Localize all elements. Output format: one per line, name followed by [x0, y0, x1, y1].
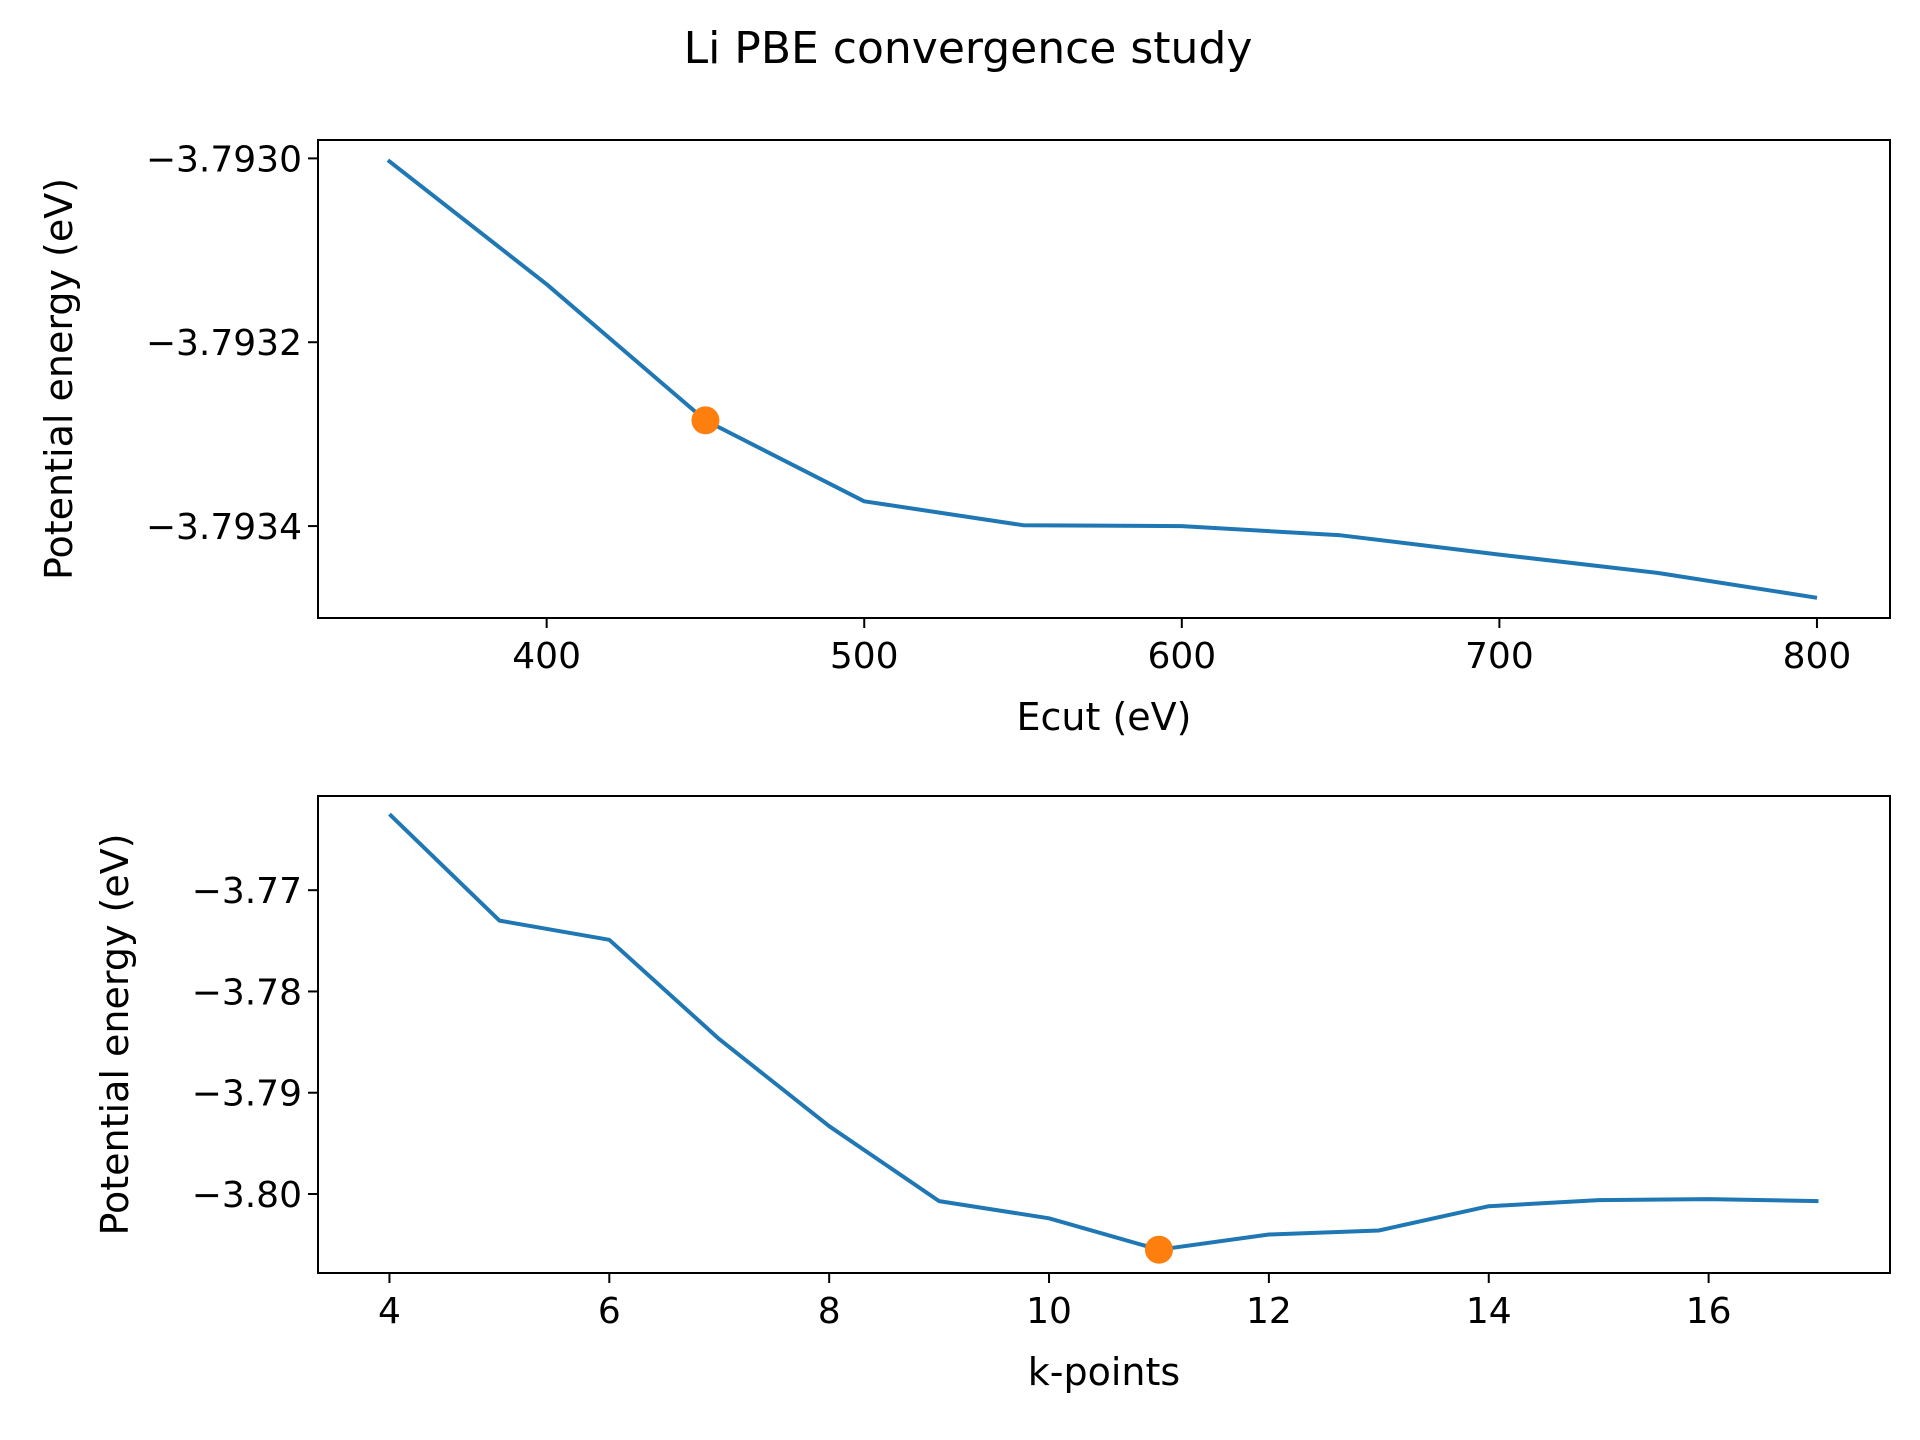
x-tick-label: 700 [1465, 636, 1534, 677]
x-tick-label: 400 [512, 636, 581, 677]
x-tick-label: 10 [1026, 1291, 1072, 1332]
subplot-1: 400 500 600 700 800 −3.7930 −3.7932 −3.7934 Ecut… [37, 139, 1891, 739]
x-tick-label: 12 [1246, 1291, 1292, 1332]
y-tick-label: −3.78 [192, 972, 302, 1013]
x-tick-label: 500 [830, 636, 899, 677]
series-line [386, 158, 1818, 600]
y-tick-label: −3.7932 [146, 323, 302, 364]
x-tick-label: 14 [1466, 1291, 1512, 1332]
subplots: 400 500 600 700 800 −3.7930 −3.7932 −3.7934 Ecut… [37, 139, 1891, 1394]
x-axis-label: Ecut (eV) [1017, 695, 1192, 739]
axes-frame [317, 795, 1891, 1274]
highlight-point [691, 406, 720, 435]
figure-title: Li PBE convergence study [684, 23, 1253, 74]
y-tick-label: −3.80 [192, 1175, 302, 1216]
y-axis-label: Potential energy (eV) [93, 833, 137, 1235]
axes-frame [317, 139, 1891, 619]
x-tick-label: 800 [1783, 636, 1852, 677]
series-line [388, 812, 1819, 1252]
x-tick-label: 8 [818, 1291, 841, 1332]
y-tick-label: −3.7934 [146, 507, 302, 548]
y-tick-label: −3.77 [192, 871, 302, 912]
highlight-point [1144, 1235, 1173, 1264]
y-tick-label: −3.7930 [146, 139, 302, 180]
x-tick-label: 16 [1686, 1291, 1732, 1332]
x-tick-label: 6 [598, 1291, 621, 1332]
x-axis-label: k-points [1028, 1350, 1180, 1394]
x-tick-label: 4 [378, 1291, 401, 1332]
x-tick-label: 600 [1147, 636, 1216, 677]
y-axis-label: Potential energy (eV) [37, 178, 81, 580]
subplot-2: 4 6 8 10 12 14 16 −3.77 −3.78 −3.79 −3.80 k-points P… [93, 795, 1891, 1394]
y-tick-label: −3.79 [192, 1074, 302, 1115]
